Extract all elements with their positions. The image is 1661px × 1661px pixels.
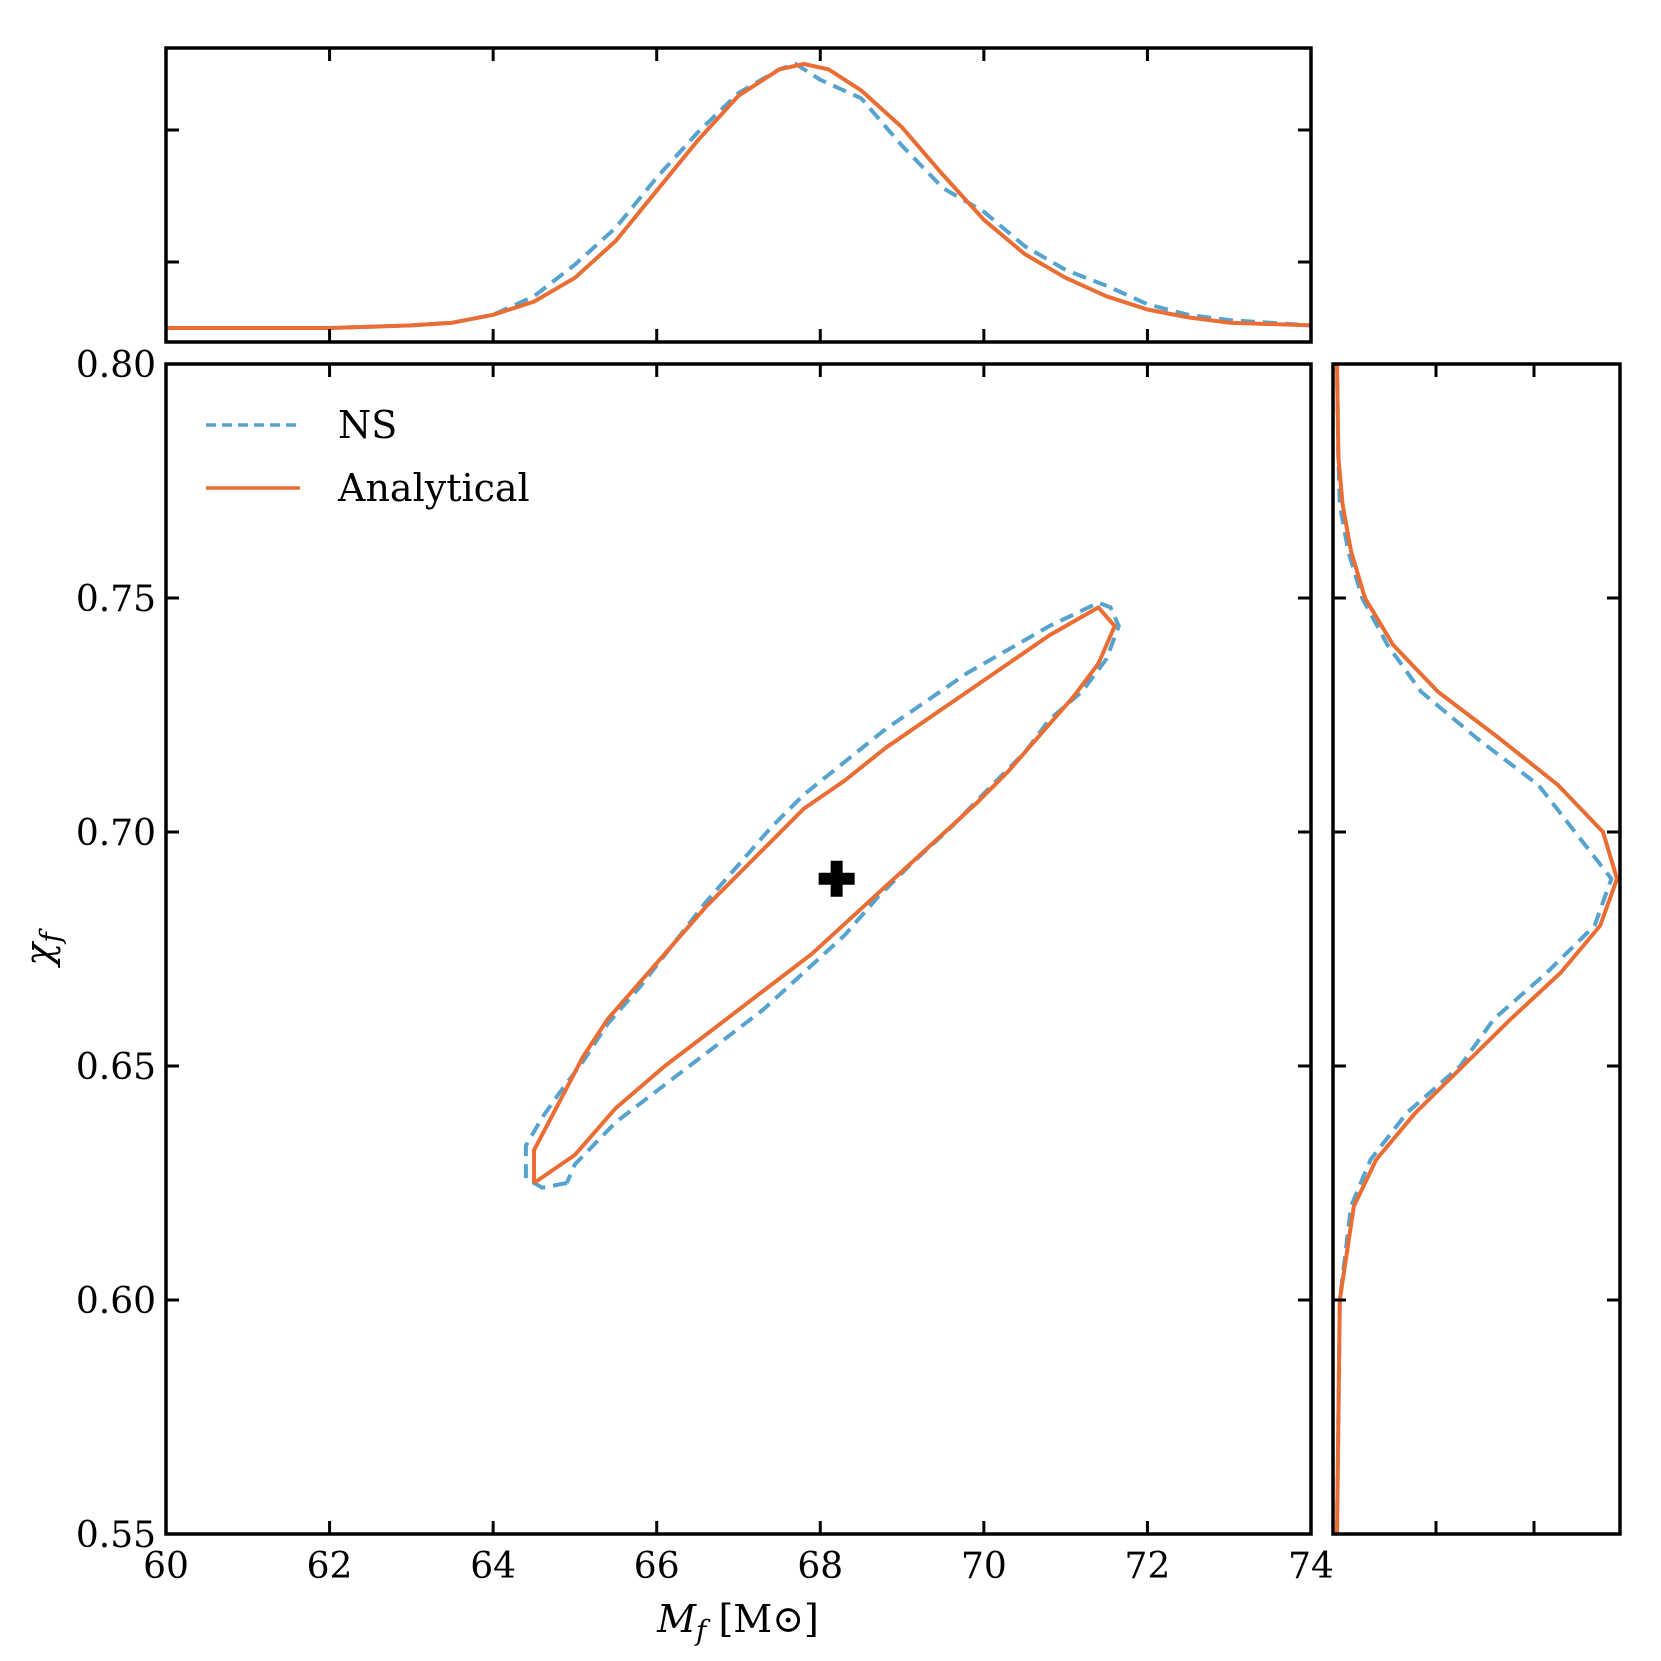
x-tick-label: 64 — [470, 1546, 516, 1587]
contour-analytical — [532, 605, 1117, 1185]
y-tick-label: 0.80 — [76, 345, 156, 386]
joint-panel: 60 62 64 66 68 70 72 74 0.55 0.60 0.65 0.70 0.75 0.8… — [17, 345, 1334, 1647]
mf-marginal-analytical — [166, 62, 1312, 330]
top-marginal-frame — [164, 46, 1313, 344]
y-axis-title: χf — [17, 928, 67, 969]
y-tick-label: 0.75 — [76, 579, 156, 620]
legend-label-analytical: Analytical — [337, 466, 530, 510]
x-axis-title-main: M — [656, 1597, 697, 1641]
x-axis-title-unit: [M⊙] — [718, 1597, 818, 1641]
y-tick-label: 0.55 — [76, 1515, 156, 1556]
joint-panel-frame — [164, 362, 1313, 1536]
x-tick-label: 66 — [634, 1546, 680, 1587]
x-tick-labels: 60 62 64 66 68 70 72 74 — [143, 1546, 1334, 1587]
x-tick-label: 74 — [1288, 1546, 1334, 1587]
x-tick-label: 72 — [1125, 1546, 1171, 1587]
true-value-marker — [818, 860, 855, 897]
x-tick-label: 62 — [307, 1546, 353, 1587]
chi-marginal-analytical — [1335, 363, 1619, 1535]
contour-ns — [523, 600, 1121, 1190]
legend-label-ns: NS — [338, 403, 397, 447]
mf-marginal-curves — [166, 62, 1312, 330]
x-tick-label: 70 — [961, 1546, 1007, 1587]
y-tick-label: 0.60 — [76, 1281, 156, 1322]
right-marginal-frame — [1331, 362, 1622, 1536]
right-marginal-ticks — [1333, 362, 1620, 1536]
y-axis-title-main: χ — [17, 941, 61, 969]
top-marginal-ticks — [164, 48, 1313, 342]
y-axis-title-sub: f — [34, 928, 67, 945]
y-tick-labels: 0.55 0.60 0.65 0.70 0.75 0.80 — [76, 345, 156, 1556]
joint-panel-ticks — [164, 362, 1313, 1536]
mf-marginal-ns — [166, 62, 1312, 330]
legend: NS Analytical — [206, 403, 530, 510]
x-axis-title-gap — [706, 1597, 718, 1641]
marker-plus — [818, 860, 855, 897]
chi-marginal-ns — [1335, 363, 1614, 1535]
chi-marginal-curves — [1335, 363, 1619, 1535]
y-tick-label: 0.70 — [76, 813, 156, 854]
contour-curves — [523, 600, 1121, 1190]
top-marginal-panel — [164, 46, 1313, 344]
y-tick-label: 0.65 — [76, 1047, 156, 1088]
x-tick-label: 60 — [143, 1546, 189, 1587]
x-axis-title: Mf [M⊙] — [656, 1597, 819, 1647]
right-marginal-panel — [1331, 362, 1622, 1536]
x-tick-label: 68 — [797, 1546, 843, 1587]
